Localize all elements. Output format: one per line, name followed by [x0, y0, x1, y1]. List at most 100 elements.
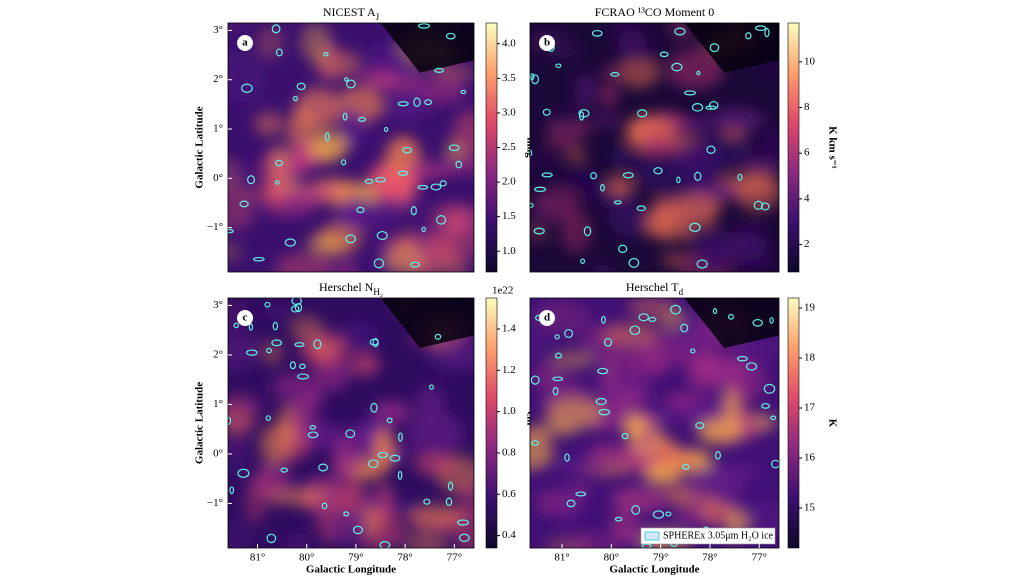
map-blob — [267, 489, 325, 505]
map-blob — [530, 154, 567, 167]
x-tick-label: 79° — [348, 552, 363, 564]
map-blob — [228, 450, 246, 478]
ice-contour — [309, 425, 317, 430]
colorbar-tick-label: 1.2 — [502, 364, 516, 376]
map-blob — [594, 114, 620, 127]
ice-contour — [421, 226, 427, 233]
ice-contour — [275, 159, 283, 167]
ice-contour — [439, 180, 447, 187]
map-blob — [243, 482, 267, 524]
ice-contour — [377, 451, 388, 459]
ice-contour — [629, 325, 641, 336]
ice-contour — [364, 178, 374, 184]
title-part: H₂ — [373, 287, 383, 297]
ice-contour — [638, 313, 650, 322]
ice-contour — [457, 519, 470, 526]
ice-contour — [434, 67, 445, 73]
ice-contour — [323, 52, 329, 57]
colorbar-tick-label: 15 — [804, 502, 816, 514]
map-blob — [641, 136, 675, 154]
map-blob — [610, 507, 639, 544]
map-blob — [734, 145, 751, 169]
ice-contour — [715, 450, 721, 460]
ice-contour — [266, 347, 273, 354]
y-tick-label: 0° — [213, 172, 223, 184]
y-tick-label: 1° — [213, 398, 223, 410]
ice-contour — [313, 339, 322, 350]
map-emission — [530, 298, 779, 548]
map-blob — [669, 138, 724, 181]
colorbar-tick-label: 17 — [804, 402, 816, 414]
map-blob — [379, 198, 422, 214]
map-blob — [702, 470, 740, 484]
panel-title: Herschel NH₂ — [319, 280, 383, 297]
ice-contour — [292, 95, 299, 102]
ice-contour — [670, 304, 681, 315]
ice-contour — [575, 491, 587, 497]
ice-contour — [695, 422, 705, 429]
colorbar-tick-label: 1.5 — [502, 210, 516, 222]
ice-contour — [296, 373, 309, 380]
ice-contour — [622, 172, 634, 179]
ice-contour — [237, 468, 250, 478]
ice-contour — [564, 453, 570, 462]
ice-contour — [375, 176, 386, 183]
ice-contour — [745, 32, 752, 40]
map-blob — [587, 445, 637, 461]
ice-contour — [770, 459, 779, 469]
x-tick-label: 78° — [397, 552, 412, 564]
map-blob — [741, 498, 779, 538]
ice-contour — [434, 333, 442, 340]
colorbar-tick-label: 1.4 — [502, 323, 516, 335]
ice-contour — [294, 342, 305, 348]
colorbar-tick-label: 16 — [804, 452, 816, 464]
ice-contour — [610, 72, 620, 77]
ice-contour — [652, 510, 665, 519]
ice-contour — [356, 206, 365, 214]
map-emission — [228, 298, 474, 548]
map-blob — [648, 452, 699, 471]
ice-contour — [621, 433, 629, 440]
ice-contour — [352, 525, 364, 535]
legend-swatch — [644, 531, 660, 541]
x-axis-label: Galactic Longitude — [609, 564, 699, 576]
ice-contour — [598, 408, 611, 416]
map-blob — [548, 108, 585, 130]
map-blob — [261, 149, 288, 191]
panel-title: FCRAO ¹³CO Moment 0 — [595, 5, 715, 19]
ice-contour — [613, 200, 622, 205]
ice-contour — [318, 463, 329, 472]
map-blob — [283, 185, 339, 201]
ice-contour — [445, 32, 456, 40]
map-void — [380, 23, 474, 73]
ice-contour — [264, 301, 271, 308]
colorbar-tick-label: 0.6 — [502, 488, 516, 500]
ice-contour — [436, 215, 447, 225]
panel-badge — [237, 310, 253, 326]
x-axis-label: Galactic Longitude — [306, 564, 396, 576]
map-blob — [617, 57, 661, 88]
ice-contour — [271, 339, 283, 347]
ice-contour — [241, 83, 253, 93]
map-blob — [530, 437, 555, 470]
colorbar-tick-label: 1.0 — [502, 405, 516, 417]
map-blob — [601, 351, 618, 390]
map-blob — [246, 398, 267, 411]
map-blob — [274, 252, 335, 272]
map-blob — [533, 186, 580, 221]
plot-frame — [529, 297, 780, 549]
ice-contour — [671, 62, 683, 72]
map-blob — [228, 338, 257, 374]
map-blob — [403, 162, 453, 179]
ice-contour — [531, 74, 540, 85]
map-blob — [228, 436, 249, 458]
map-blob — [760, 127, 779, 157]
ice-contour — [770, 415, 777, 421]
title-part: d — [679, 287, 684, 297]
map-blob — [405, 529, 449, 548]
ice-contour — [247, 175, 255, 185]
panel-badge — [539, 35, 555, 51]
map-blob — [405, 412, 464, 456]
colorbar-tick-label: 8 — [804, 101, 810, 113]
ice-contour — [600, 315, 606, 324]
